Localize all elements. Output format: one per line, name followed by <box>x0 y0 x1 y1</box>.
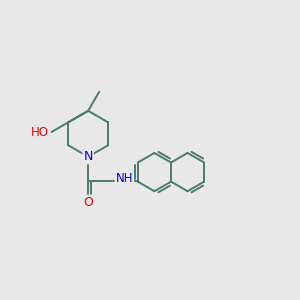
Text: HO: HO <box>31 125 49 139</box>
Text: N: N <box>83 150 93 163</box>
Text: O: O <box>83 196 93 208</box>
Text: NH: NH <box>116 172 133 185</box>
